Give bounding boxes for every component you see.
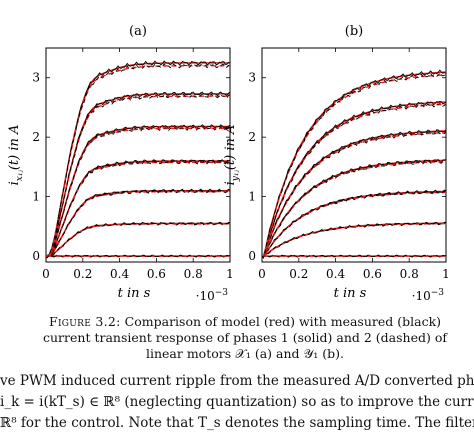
model-curve (46, 65, 230, 257)
x-tick-label: 0 (258, 267, 266, 281)
measured-curve (261, 222, 446, 257)
model-curve (262, 159, 447, 257)
x-tick-label: 0.2 (73, 267, 92, 281)
measured-curve (45, 221, 230, 257)
measured-curve (261, 131, 447, 258)
model-curve (46, 190, 230, 257)
measured-curve (45, 93, 231, 258)
y-tick-label: 0 (32, 249, 40, 263)
panel-a: (a) 0 0.2 0.4 0.6 0.8 1 0 1 2 3 t in s ·10−3 ix₁ⱼ(t) … (7, 24, 234, 303)
measured-curve (261, 159, 447, 258)
measured-curve (261, 100, 447, 259)
measured-curve (261, 69, 447, 259)
x-tick-label: 0.2 (289, 267, 308, 281)
x-tick-label: 0.4 (110, 267, 129, 281)
x-multiplier: ·10−3 (412, 288, 445, 303)
measured-curve (45, 126, 231, 258)
measured-curve (45, 189, 231, 257)
model-curve (262, 191, 446, 257)
figure-caption: Figure 3.2: Comparison of model (red) wi… (40, 314, 450, 362)
y-axis-label: ix₁ⱼ(t) in A (7, 125, 25, 186)
x-axis-label: t in s (334, 286, 367, 301)
x-tick-label: 0.6 (147, 267, 166, 281)
x-multiplier: ·10−3 (196, 288, 229, 303)
x-tick-label: 0.4 (326, 267, 345, 281)
model-curve (46, 222, 230, 257)
y-tick-label: 2 (248, 130, 256, 144)
model-curve (262, 71, 446, 257)
x-tick-label: 0.8 (184, 267, 203, 281)
y-axis-label: iy₁ⱼ(t) in A (223, 125, 241, 186)
model-curve (262, 103, 446, 257)
caption-text: Comparison of model (red) with measured … (43, 314, 447, 361)
model-curve (46, 223, 230, 257)
x-tick-label: 1 (442, 267, 450, 281)
measured-curve (261, 160, 447, 258)
measured-curve (45, 160, 231, 258)
x-tick-label: 1 (226, 267, 234, 281)
model-curve (262, 222, 446, 257)
y-tick-label: 1 (248, 190, 256, 204)
caption-label: Figure 3.2: (48, 314, 121, 329)
measured-curve (45, 63, 231, 259)
measured-curve (45, 124, 231, 258)
model-curve (262, 74, 447, 257)
measured-curve (45, 254, 231, 258)
measured-curve (261, 103, 447, 259)
x-axis-label: t in s (118, 286, 151, 301)
y-tick-label: 2 (32, 130, 40, 144)
model-curve (262, 101, 447, 257)
plot-frame (45, 47, 231, 263)
x-tick-label: 0 (42, 267, 50, 281)
panel-title: (a) (129, 24, 147, 39)
measured-curve (45, 222, 230, 257)
body-line-2: i_k = i(kT_s) ∈ ℝ⁸ (neglecting quantizat… (0, 394, 474, 410)
y-tick-label: 0 (248, 249, 256, 263)
measured-curve (261, 190, 447, 257)
y-tick-label: 3 (248, 71, 256, 85)
x-tick-label: 0.8 (400, 267, 419, 281)
y-tick-label: 1 (32, 190, 40, 204)
plot-frame (261, 47, 447, 263)
y-tick-label: 3 (32, 71, 40, 85)
x-tick-label: 0.6 (363, 267, 382, 281)
panel-title: (b) (345, 24, 363, 39)
body-text: ve PWM induced current ripple from the m… (0, 371, 474, 439)
body-line-1: ve PWM induced current ripple from the m… (0, 373, 474, 389)
model-curve (262, 222, 447, 257)
measured-curve (261, 72, 447, 259)
body-line-3: ℝ⁸ for the control. Note that T_s denote… (0, 415, 474, 431)
model-curve (262, 132, 447, 257)
model-curve (262, 161, 446, 257)
measured-curve (261, 254, 447, 258)
